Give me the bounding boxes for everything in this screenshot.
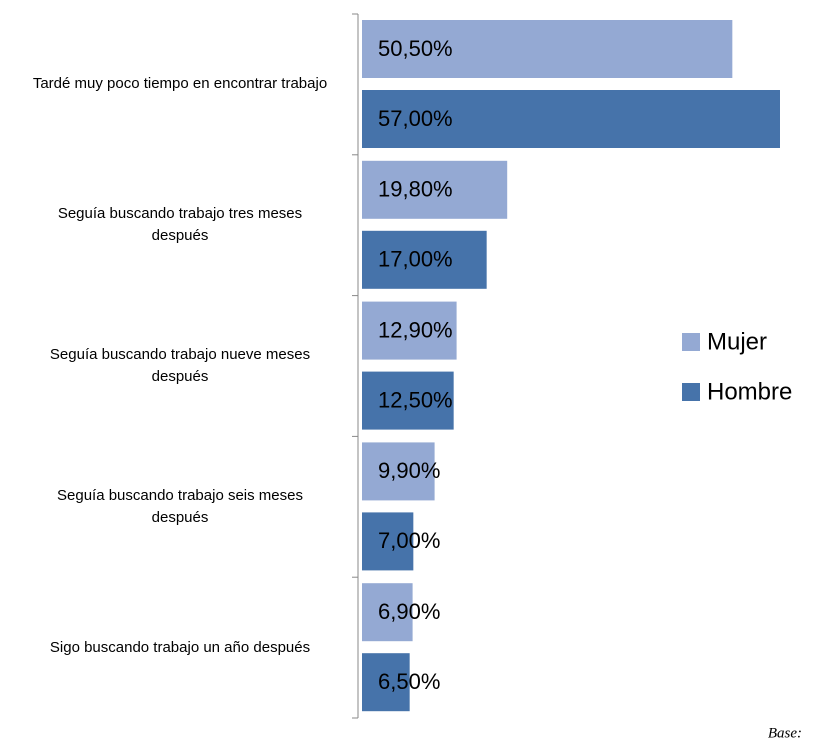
footnote: Base: bbox=[768, 725, 802, 741]
value-label: 17,00% bbox=[378, 247, 453, 272]
category-label: Seguía buscando trabajo seis meses despu… bbox=[57, 486, 303, 526]
bar bbox=[362, 583, 413, 642]
bar bbox=[362, 653, 410, 712]
value-label: 50,50% bbox=[378, 36, 453, 61]
category-label: Seguía buscando trabajo tres meses despu… bbox=[57, 205, 303, 245]
value-label: 57,00% bbox=[378, 106, 453, 131]
bar bbox=[362, 301, 457, 360]
value-label: 6,50% bbox=[378, 669, 440, 694]
legend-swatch bbox=[682, 383, 700, 401]
value-label: 12,50% bbox=[378, 387, 453, 412]
legend-label: Mujer bbox=[707, 328, 767, 355]
value-label: 12,90% bbox=[378, 317, 453, 342]
bar bbox=[362, 230, 487, 289]
bar bbox=[362, 442, 435, 501]
bar bbox=[362, 512, 414, 571]
bar bbox=[362, 90, 780, 148]
category-label: Seguía buscando trabajo nueve meses desp… bbox=[49, 346, 311, 385]
legend-swatch bbox=[682, 333, 700, 351]
value-label: 6,90% bbox=[378, 599, 440, 624]
category-label: Sigo buscando trabajo un año después bbox=[49, 638, 311, 656]
value-label: 9,90% bbox=[378, 458, 440, 483]
category-label: Tardé muy poco tiempo en encontrar traba… bbox=[32, 75, 328, 93]
value-label: 7,00% bbox=[378, 528, 440, 553]
bar bbox=[362, 160, 508, 219]
bar bbox=[362, 20, 733, 78]
value-label: 19,80% bbox=[378, 177, 453, 202]
legend-label: Hombre bbox=[707, 378, 792, 405]
bar bbox=[362, 371, 454, 430]
